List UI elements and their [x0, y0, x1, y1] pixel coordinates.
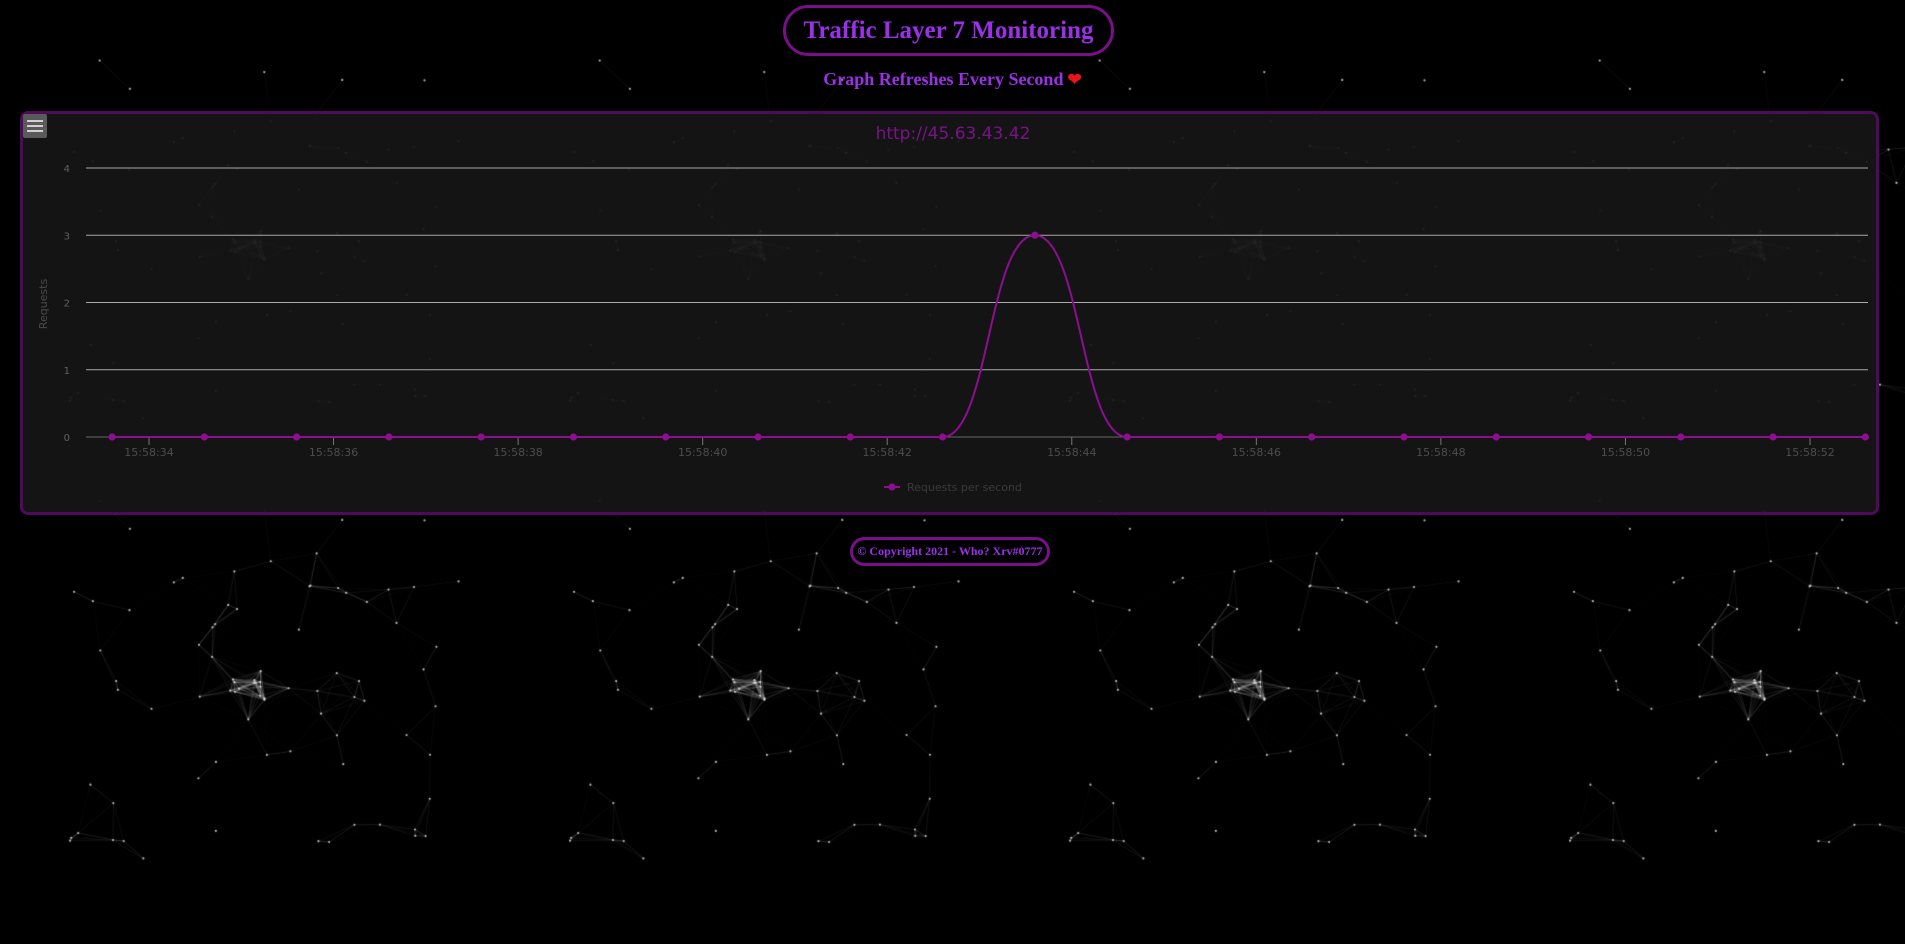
refresh-subtitle: Graph Refreshes Every Second ❤ [0, 69, 1905, 90]
data-point [1400, 433, 1408, 441]
data-point [1492, 433, 1500, 441]
x-tick-label: 15:58:46 [1232, 446, 1281, 459]
y-tick-label: 3 [64, 231, 70, 242]
chart-title: http://45.63.43.42 [876, 124, 1031, 144]
data-point [1215, 433, 1224, 441]
data-point [1584, 433, 1593, 441]
chart-panel: http://45.63.43.42 0 1 2 3 4 Requests 15:58:34 1… [20, 111, 1879, 515]
refresh-subtitle-text: Graph Refreshes Every Second [823, 69, 1064, 89]
chart-menu-icon[interactable] [23, 114, 47, 138]
data-point [385, 433, 393, 441]
data-point [200, 433, 208, 441]
data-point [477, 433, 485, 441]
copyright-text: © Copyright 2021 - Who? Xrv#0777 [857, 544, 1043, 558]
data-point [1031, 231, 1039, 239]
data-point [754, 433, 762, 441]
y-tick-label: 1 [64, 366, 70, 377]
data-point [1861, 433, 1869, 441]
x-tick-label: 15:58:42 [863, 446, 912, 459]
data-point [662, 433, 670, 441]
x-tick-label: 15:58:34 [124, 446, 173, 459]
x-tick-label: 15:58:40 [678, 446, 727, 459]
y-tick-label: 2 [64, 299, 70, 310]
data-point [846, 433, 854, 441]
page-title: Traffic Layer 7 Monitoring [783, 5, 1114, 56]
legend-marker [888, 483, 896, 491]
data-point [293, 433, 301, 441]
data-point [108, 433, 116, 441]
x-tick-label: 15:58:52 [1785, 446, 1834, 459]
x-tick-label: 15:58:36 [309, 446, 358, 459]
page-title-text: Traffic Layer 7 Monitoring [803, 16, 1094, 44]
data-point [1123, 433, 1131, 441]
data-point [569, 433, 578, 441]
data-point [1308, 433, 1316, 441]
y-tick-label: 4 [64, 164, 70, 175]
y-axis-title: Requests [37, 279, 50, 330]
series-line [112, 234, 1866, 439]
x-tick-label: 15:58:44 [1047, 446, 1096, 459]
copyright-badge: © Copyright 2021 - Who? Xrv#0777 [850, 537, 1050, 566]
heart-icon: ❤ [1067, 70, 1082, 89]
y-tick-label: 0 [64, 433, 70, 444]
data-point [1677, 433, 1685, 441]
data-point [1769, 433, 1777, 441]
data-point [938, 433, 947, 441]
x-tick-label: 15:58:38 [493, 446, 542, 459]
requests-line-chart: http://45.63.43.42 0 1 2 3 4 Requests 15:58:34 1… [37, 124, 1869, 494]
x-tick-label: 15:58:50 [1601, 446, 1650, 459]
x-tick-label: 15:58:48 [1416, 446, 1465, 459]
legend-label: Requests per second [907, 481, 1022, 494]
